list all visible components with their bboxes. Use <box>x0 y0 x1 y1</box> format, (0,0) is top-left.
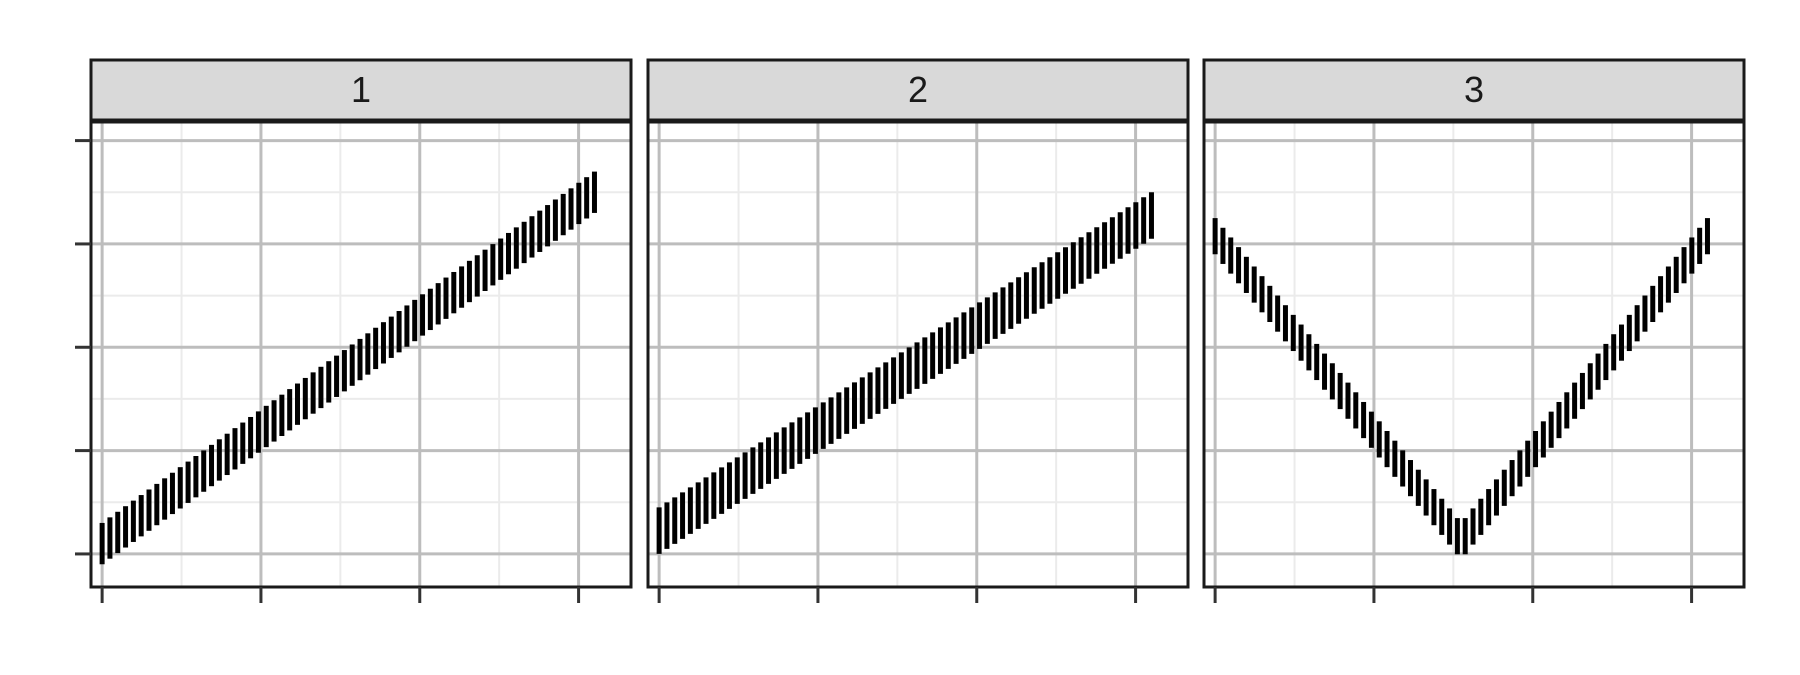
facet-strip-3 <box>1202 58 1746 122</box>
facet-strip-2 <box>646 58 1190 122</box>
panel-border-2 <box>646 120 1190 589</box>
panel-border-3 <box>1202 120 1746 589</box>
facet-label-2: 2 <box>908 69 928 110</box>
panel-border-1 <box>89 120 633 589</box>
facet-label-1: 1 <box>351 69 371 110</box>
facet-strip-1 <box>89 58 633 122</box>
facet-label-3: 3 <box>1464 69 1484 110</box>
